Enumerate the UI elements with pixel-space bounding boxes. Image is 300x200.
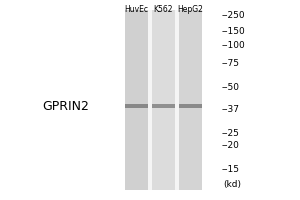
Bar <box>125 10 202 190</box>
Text: HuvEc: HuvEc <box>124 5 148 14</box>
Text: --50: --50 <box>222 83 240 92</box>
Text: HepG2: HepG2 <box>178 5 203 14</box>
Text: --150: --150 <box>222 27 246 36</box>
Bar <box>179 104 202 108</box>
Bar <box>152 104 175 108</box>
Text: --37: --37 <box>222 104 240 114</box>
Bar <box>148 10 152 190</box>
Text: --100: --100 <box>222 40 246 49</box>
Bar <box>179 10 202 190</box>
Bar <box>125 10 148 190</box>
Text: --75: --75 <box>222 58 240 68</box>
Text: --20: --20 <box>222 142 240 150</box>
Bar <box>125 104 148 108</box>
Bar <box>175 10 179 190</box>
Bar <box>152 10 175 190</box>
Text: --15: --15 <box>222 164 240 173</box>
Text: GPRIN2: GPRIN2 <box>43 99 89 112</box>
Text: (kd): (kd) <box>224 180 242 189</box>
Text: --250: --250 <box>222 11 246 21</box>
Text: --25: --25 <box>222 130 240 138</box>
Text: K562: K562 <box>154 5 173 14</box>
